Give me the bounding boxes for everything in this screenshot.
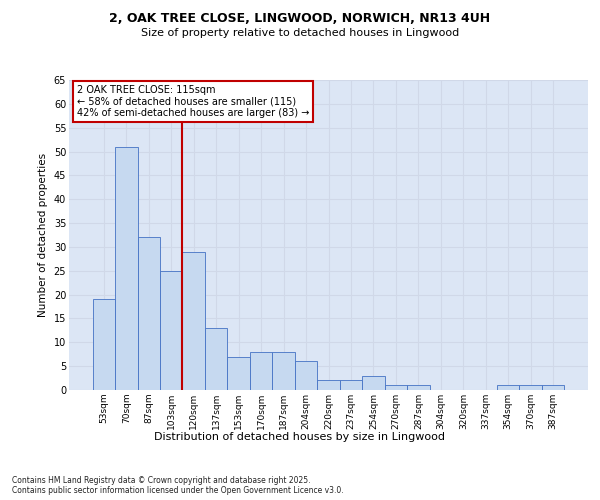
Bar xyxy=(295,362,317,390)
Bar xyxy=(385,385,407,390)
Bar xyxy=(160,271,182,390)
Bar xyxy=(115,147,137,390)
Bar xyxy=(205,328,227,390)
Bar xyxy=(92,300,115,390)
Bar xyxy=(542,385,565,390)
Bar xyxy=(317,380,340,390)
Bar xyxy=(340,380,362,390)
Text: 2 OAK TREE CLOSE: 115sqm
← 58% of detached houses are smaller (115)
42% of semi-: 2 OAK TREE CLOSE: 115sqm ← 58% of detach… xyxy=(77,84,309,118)
Bar xyxy=(362,376,385,390)
Text: Size of property relative to detached houses in Lingwood: Size of property relative to detached ho… xyxy=(141,28,459,38)
Bar xyxy=(250,352,272,390)
Bar xyxy=(182,252,205,390)
Bar xyxy=(520,385,542,390)
Bar xyxy=(272,352,295,390)
Bar xyxy=(227,356,250,390)
Bar xyxy=(137,238,160,390)
Text: Contains HM Land Registry data © Crown copyright and database right 2025.
Contai: Contains HM Land Registry data © Crown c… xyxy=(12,476,344,495)
Bar xyxy=(407,385,430,390)
Text: 2, OAK TREE CLOSE, LINGWOOD, NORWICH, NR13 4UH: 2, OAK TREE CLOSE, LINGWOOD, NORWICH, NR… xyxy=(109,12,491,26)
Text: Distribution of detached houses by size in Lingwood: Distribution of detached houses by size … xyxy=(155,432,445,442)
Y-axis label: Number of detached properties: Number of detached properties xyxy=(38,153,48,317)
Bar xyxy=(497,385,520,390)
